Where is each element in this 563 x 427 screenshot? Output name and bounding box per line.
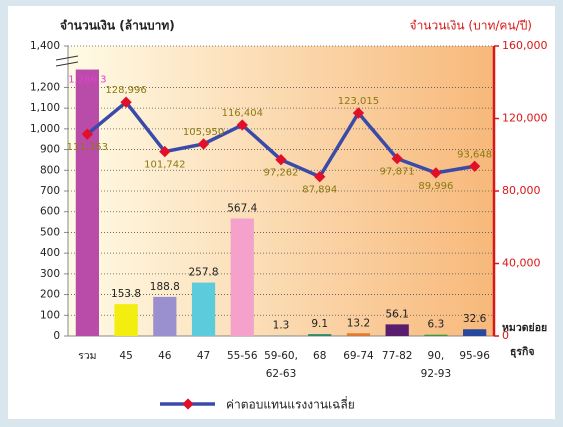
- y2-tick-label: 40,000: [502, 257, 541, 270]
- x-tick-label: 77-82: [382, 350, 413, 362]
- bar: [308, 334, 332, 336]
- line-marker: [197, 138, 210, 150]
- bar: [424, 334, 448, 336]
- line-value-label: 123,015: [338, 96, 379, 107]
- bar-value-label: 188.8: [150, 281, 180, 293]
- line-marker: [468, 160, 481, 172]
- line-marker: [391, 152, 403, 165]
- line-value-label: 105,950: [183, 127, 224, 138]
- x-tick-label: 90,: [428, 350, 445, 362]
- x-tick-label: 55-56: [227, 350, 258, 362]
- y-tick-label: 1,100: [30, 102, 60, 114]
- line-marker: [314, 171, 326, 183]
- bar: [463, 329, 487, 336]
- line-marker: [430, 167, 442, 179]
- y-tick-label: 1,200: [30, 81, 60, 93]
- bar: [230, 218, 254, 336]
- bar: [153, 296, 177, 336]
- legend-marker: [182, 398, 194, 410]
- x-tick-label: 95-96: [459, 350, 490, 362]
- axis-break: [55, 55, 79, 67]
- bar-value-label: 32.6: [463, 313, 487, 325]
- y2-tick-label: 120,000: [502, 112, 548, 125]
- y-tick-label: 600: [40, 206, 60, 218]
- line-value-label: 97,262: [264, 168, 299, 179]
- bar-value-label: 567.4: [227, 202, 257, 214]
- x-tick-label: 62-63: [266, 368, 297, 380]
- line-value-label: 128,996: [105, 85, 146, 96]
- line-value-label: 111,353: [67, 142, 108, 153]
- x-tick-label: 45: [119, 350, 132, 362]
- line-value-label: 93,648: [457, 149, 492, 160]
- x-axis-title: ธุรกิจ: [510, 346, 535, 359]
- x-tick-label: 69-74: [343, 350, 374, 362]
- bar-value-label: 257.8: [189, 267, 219, 279]
- y2-tick-label: 0: [502, 329, 509, 342]
- line-marker: [159, 145, 171, 158]
- x-tick-label: 47: [197, 350, 210, 362]
- bar-value-label: 1,286.3: [68, 75, 106, 86]
- x-axis-title: หมวดย่อย: [502, 322, 547, 334]
- y-tick-label: 0: [53, 330, 60, 342]
- y-tick-label: 400: [40, 247, 60, 259]
- bar-value-label: 13.2: [347, 317, 370, 329]
- x-tick-label: รวม: [78, 350, 96, 362]
- bar-value-label: 6.3: [428, 319, 445, 331]
- line-value-label: 87,894: [302, 185, 337, 196]
- y2-tick-label: 80,000: [502, 184, 541, 197]
- bar-value-label: 153.8: [111, 288, 141, 300]
- line-value-label: 97,871: [380, 167, 415, 178]
- x-tick-label: 59-60,: [264, 350, 298, 362]
- y2-axis-title: จำนวนเงิน (บาท/คน/ปี): [410, 19, 532, 33]
- bar: [385, 324, 409, 336]
- y-tick-label: 1,000: [30, 123, 60, 135]
- bar-value-label: 1.3: [273, 320, 290, 332]
- y-tick-label: 1,400: [30, 40, 60, 52]
- line-value-label: 116,404: [222, 108, 263, 119]
- bar: [75, 69, 99, 337]
- line-value-label: 89,996: [418, 181, 453, 192]
- y-axis-title: จำนวนเงิน (ล้านบาท): [60, 19, 175, 33]
- legend-label: ค่าตอบแทนแรงงานเฉลี่ย: [226, 396, 355, 412]
- y-tick-label: 500: [40, 226, 60, 238]
- bar: [114, 304, 138, 336]
- bar: [191, 282, 216, 336]
- x-tick-label: 46: [158, 350, 172, 362]
- y-tick-label: 200: [40, 289, 60, 301]
- line-value-label: 101,742: [144, 160, 185, 171]
- y2-tick-label: 160,000: [502, 39, 548, 52]
- y-tick-label: 100: [40, 309, 60, 321]
- x-tick-label: 92-93: [421, 368, 452, 380]
- y-tick-label: 700: [40, 185, 60, 197]
- y-tick-label: 800: [40, 164, 60, 176]
- y-tick-label: 300: [40, 268, 60, 280]
- bar-value-label: 9.1: [311, 318, 328, 330]
- line-marker: [275, 154, 287, 166]
- x-tick-label: 68: [313, 350, 326, 362]
- y-tick-label: 900: [40, 144, 60, 156]
- bar: [346, 333, 371, 336]
- bar-value-label: 56.1: [385, 308, 408, 320]
